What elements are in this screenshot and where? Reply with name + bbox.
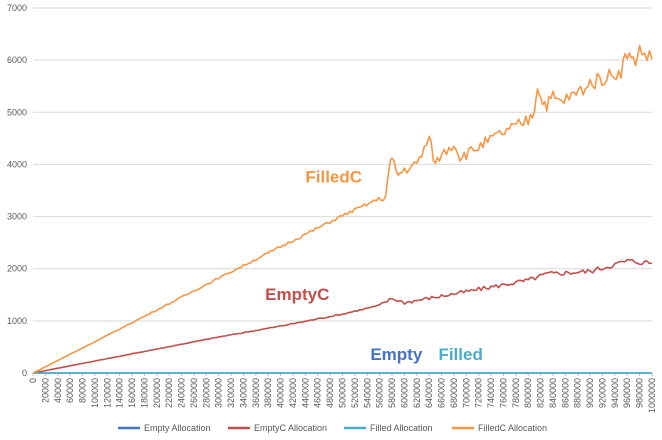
x-tick-label: 380000 [263,378,273,408]
x-tick-label: 0 [28,378,38,383]
x-tick-label: 180000 [139,378,149,408]
x-tick-label: 420000 [288,378,298,408]
x-tick-label: 660000 [437,378,447,408]
series-line-emptyc-allocation [32,258,653,374]
annotation-label: Empty [370,345,423,364]
legend-label: EmptyC Allocation [254,423,327,433]
x-tick-label: 480000 [325,378,335,408]
x-tick-label: 740000 [486,378,496,408]
annotation-label: Filled [438,345,482,364]
y-tick-label: 0 [22,368,27,378]
legend-label: Filled Allocation [370,423,433,433]
x-tick-label: 40000 [53,378,63,403]
x-tick-label: 620000 [412,378,422,408]
x-tick-label: 280000 [201,378,211,408]
series-line-filledc-allocation [32,44,653,374]
legend-label: Empty Allocation [144,423,211,433]
x-tick-label: 560000 [375,378,385,408]
x-tick-label: 80000 [78,378,88,403]
y-tick-label: 3000 [7,212,27,222]
x-tick-label: 780000 [511,378,521,408]
x-tick-label: 360000 [251,378,261,408]
x-tick-label: 300000 [214,378,224,408]
x-tick-label: 440000 [300,378,310,408]
x-tick-label: 160000 [127,378,137,408]
x-tick-label: 100000 [90,378,100,408]
x-tick-label: 140000 [115,378,125,408]
x-tick-label: 980000 [635,378,645,408]
gridlines [33,7,652,374]
y-tick-label: 1000 [7,316,27,326]
x-tick-label: 340000 [238,378,248,408]
x-tick-label: 880000 [573,378,583,408]
annotation-label: EmptyC [265,285,329,304]
x-tick-label: 600000 [399,378,409,408]
x-tick-label: 580000 [387,378,397,408]
x-tick-label: 760000 [498,378,508,408]
y-tick-label: 2000 [7,264,27,274]
x-tick-label: 120000 [102,378,112,408]
x-tick-label: 920000 [597,378,607,408]
x-tick-label: 460000 [313,378,323,408]
legend-label: FilledC Allocation [478,423,547,433]
x-tick-label: 840000 [548,378,558,408]
x-tick-label: 260000 [189,378,199,408]
annotation-label: FilledC [305,168,362,187]
x-tick-label: 680000 [449,378,459,408]
x-tick-label: 400000 [276,378,286,408]
x-tick-label: 200000 [152,378,162,408]
x-tick-label: 60000 [65,378,75,403]
y-tick-label: 7000 [7,3,27,13]
x-tick-label: 320000 [226,378,236,408]
x-tick-label: 1000000 [647,378,657,413]
x-tick-label: 520000 [350,378,360,408]
x-tick-label: 940000 [610,378,620,408]
y-tick-label: 4000 [7,159,27,169]
x-tick-label: 720000 [474,378,484,408]
x-tick-label: 640000 [424,378,434,408]
x-tick-label: 700000 [461,378,471,408]
x-tick-label: 960000 [622,378,632,408]
series-lines [32,44,653,374]
x-tick-label: 240000 [177,378,187,408]
x-tick-label: 860000 [560,378,570,408]
y-tick-label: 6000 [7,55,27,65]
x-tick-label: 820000 [536,378,546,408]
x-tick-label: 220000 [164,378,174,408]
x-tick-label: 20000 [40,378,50,403]
y-tick-label: 5000 [7,107,27,117]
annotations: FilledC EmptyC Empty Filled [265,168,483,364]
x-tick-label: 540000 [362,378,372,408]
x-tick-label: 500000 [338,378,348,408]
x-tick-label: 900000 [585,378,595,408]
x-tick-label: 800000 [523,378,533,408]
legend: Empty Allocation EmptyC Allocation Filled … [118,423,547,433]
